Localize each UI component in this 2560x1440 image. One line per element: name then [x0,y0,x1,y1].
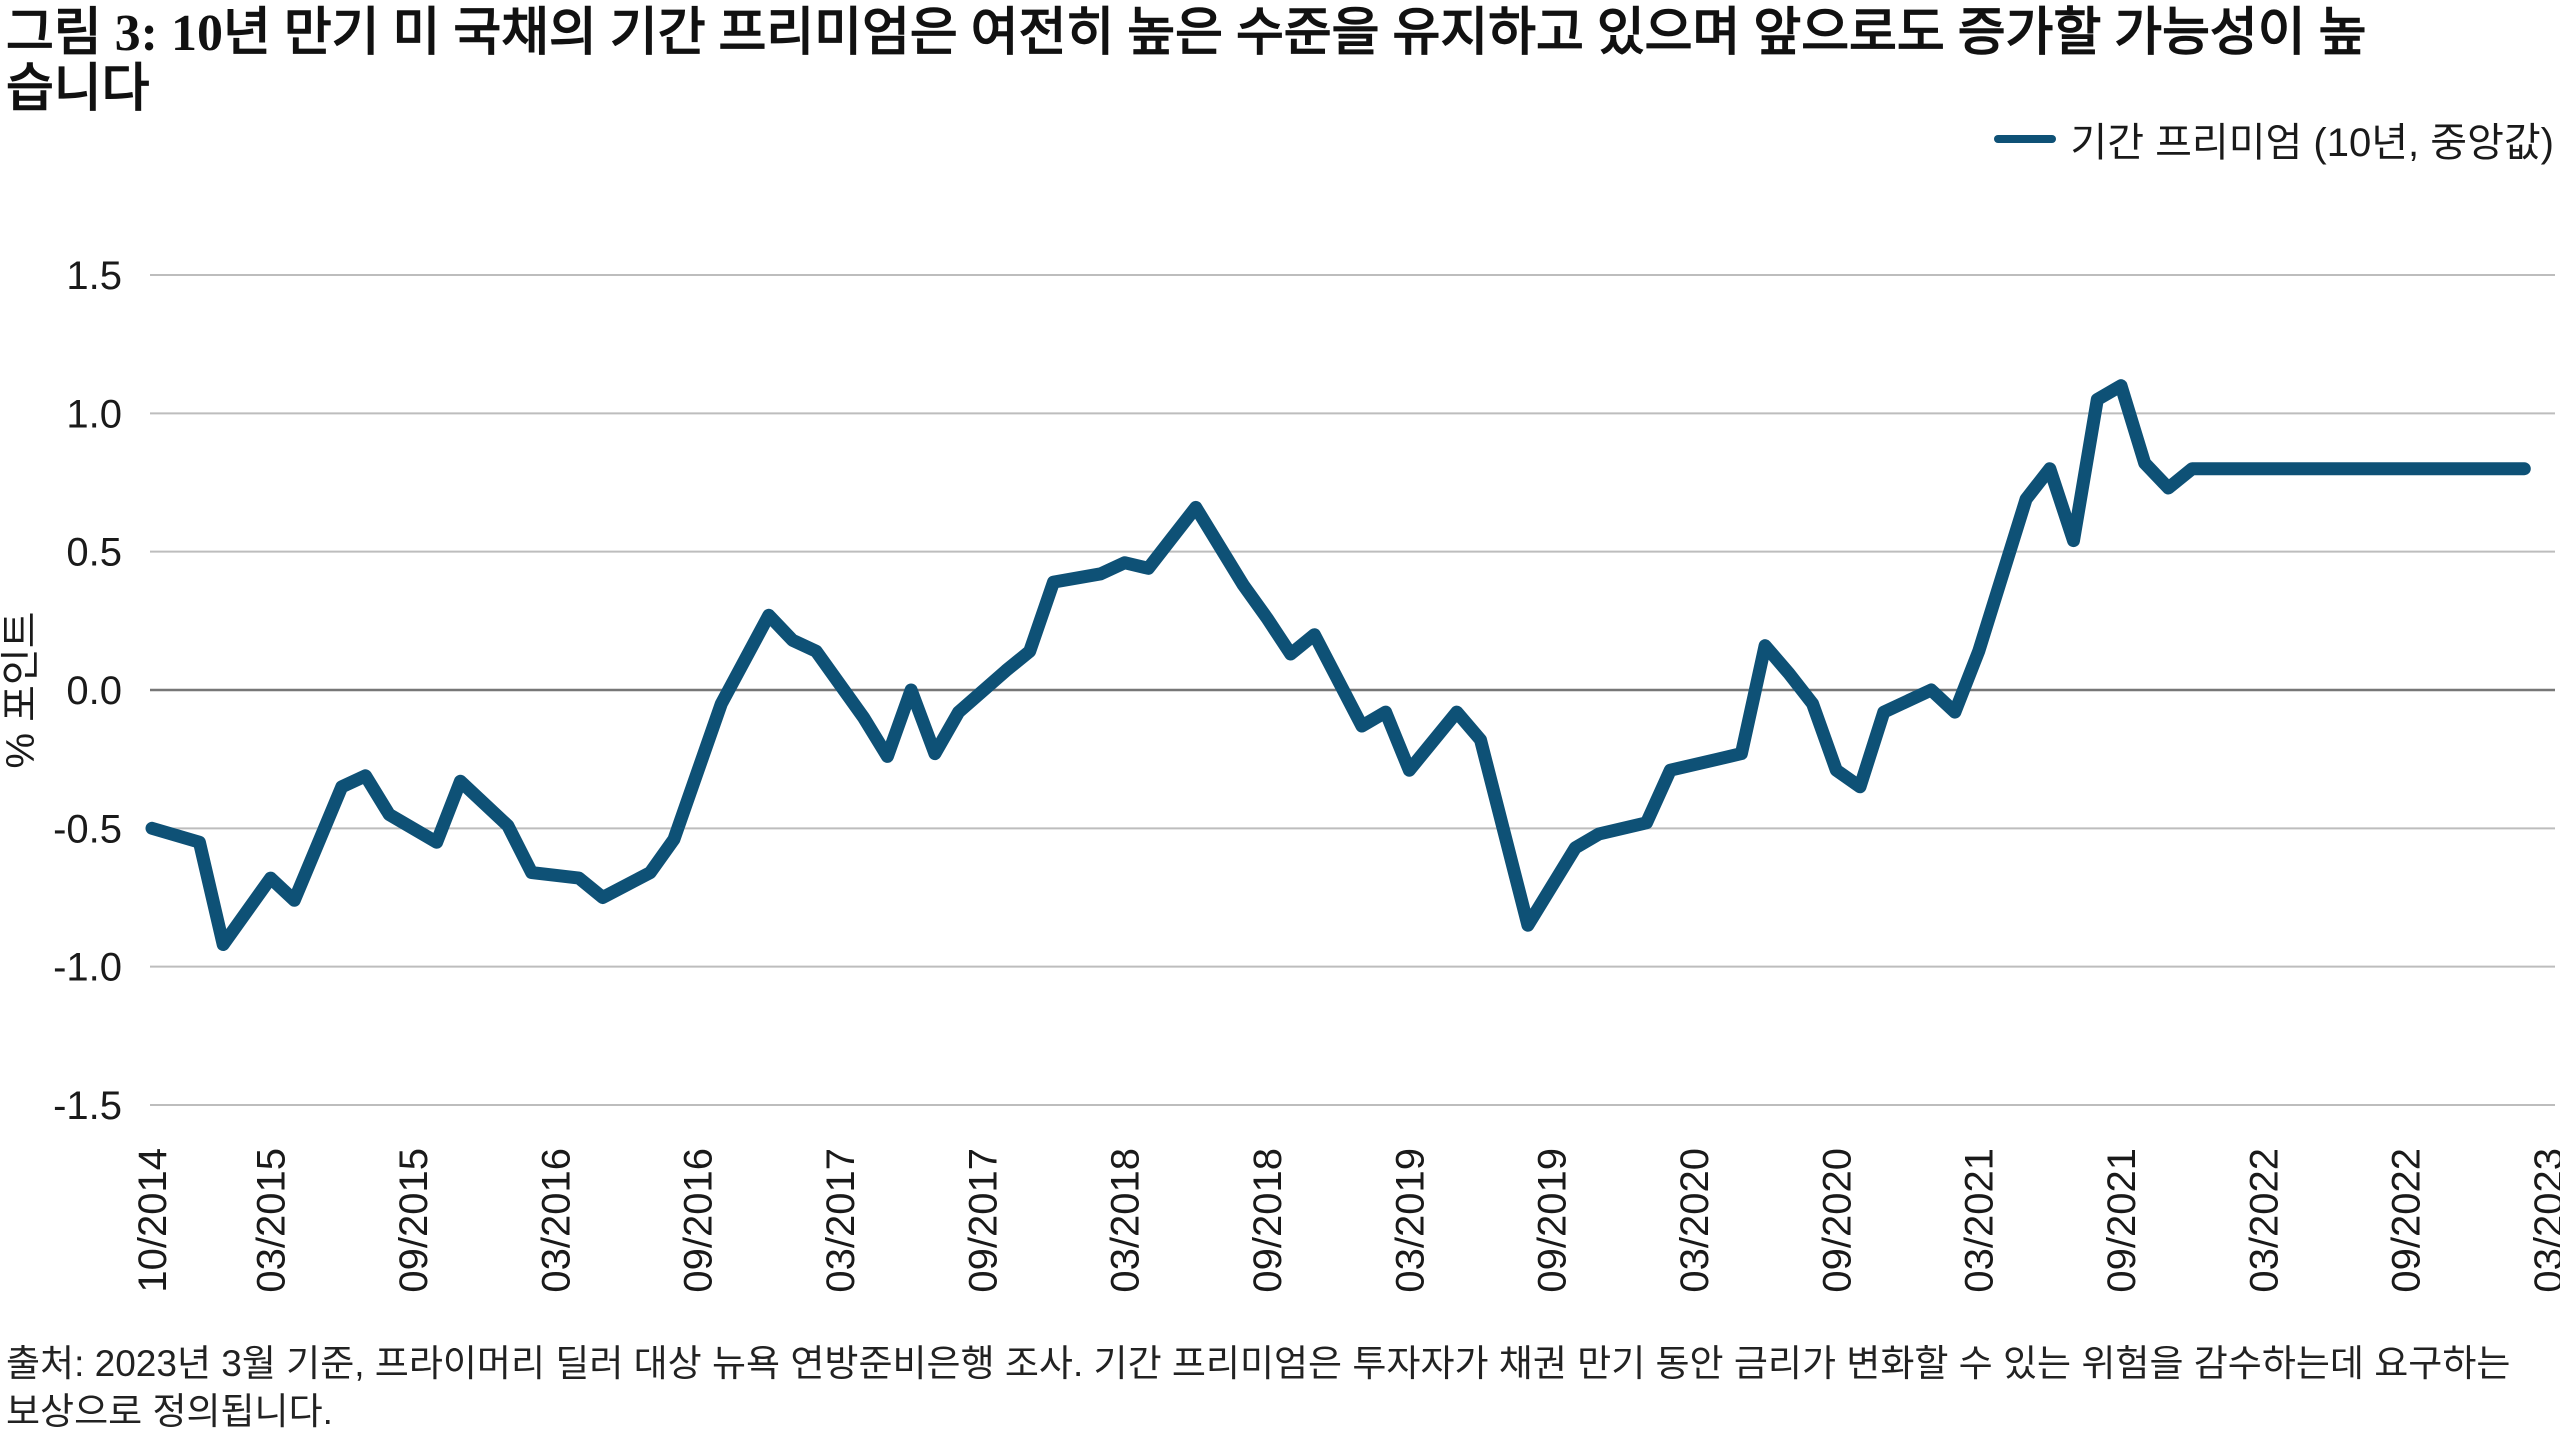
y-axis-label: % 포인트 [0,611,43,768]
footnote: 출처: 2023년 3월 기준, 프라이머리 딜러 대상 뉴욕 연방준비은행 조… [6,1343,2511,1432]
x-tick-label: 03/2019 [1388,1148,1432,1293]
x-tick-label: 09/2018 [1246,1148,1290,1293]
y-tick-label: -1.5 [53,1084,122,1128]
y-tick-label: 1.5 [66,254,122,298]
x-tick-label: 09/2019 [1531,1148,1575,1293]
x-tick-label: 03/2021 [1958,1148,2002,1293]
x-tick-label: 03/2016 [534,1148,578,1293]
y-tick-label: -0.5 [53,807,122,851]
x-tick-label: 09/2015 [392,1148,436,1293]
y-tick-label: 0.5 [66,531,122,575]
x-tick-label: 09/2022 [2385,1148,2429,1293]
y-tick-label: 0.0 [66,669,122,713]
x-tick-label: 09/2017 [961,1148,1005,1293]
gridlines [150,274,2555,1106]
chart-title: 그림 3: 10년 만기 미 국채의 기간 프리미엄은 여전히 높은 수준을 유… [6,5,2367,118]
x-tick-label: 09/2016 [677,1148,721,1293]
x-tick-label: 09/2021 [2100,1148,2144,1293]
y-axis-ticks: 1.5 1.0 0.5 0.0 -0.5 -1.0 -1.5 [53,254,122,1128]
x-tick-label: 03/2022 [2242,1148,2286,1293]
line-chart: 1.5 1.0 0.5 0.0 -0.5 -1.0 -1.5 10/2014 03/2015 0… [0,254,2560,1293]
x-tick-label: 10/2014 [131,1148,175,1293]
x-tick-label: 03/2017 [819,1148,863,1293]
y-tick-label: -1.0 [53,946,122,990]
x-tick-label: 03/2015 [250,1148,294,1293]
x-tick-label: 03/2023 [2527,1148,2560,1293]
x-tick-label: 09/2020 [1815,1148,1859,1293]
x-tick-label: 03/2020 [1673,1148,1717,1293]
legend-swatch [1994,135,2057,143]
legend-label: 기간 프리미엄 (10년, 중앙값) [2070,121,2554,165]
y-tick-label: 1.0 [66,392,122,436]
x-axis-ticks: 10/2014 03/2015 09/2015 03/2016 09/2016 03/20… [131,1148,2560,1293]
series-line [145,379,2531,951]
legend: 기간 프리미엄 (10년, 중앙값) [1994,110,2554,168]
x-tick-label: 03/2018 [1104,1148,1148,1293]
series-group [145,379,2531,951]
